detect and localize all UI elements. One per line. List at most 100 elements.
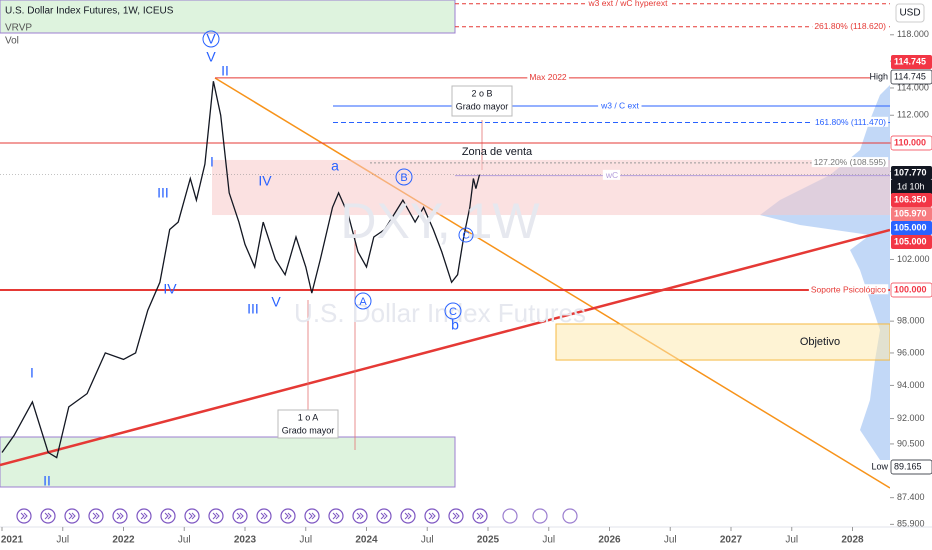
time-tick-label: 2026	[598, 535, 621, 546]
price-tag	[890, 282, 932, 298]
level-label: w3 / C ext	[600, 100, 639, 110]
wave-label: a	[331, 158, 339, 174]
time-tick-label: 2028	[841, 535, 864, 546]
price-tag	[890, 69, 932, 85]
level-label: 161.80% (111.470)	[815, 117, 886, 127]
level-label-bg	[598, 100, 642, 111]
level-label-bg	[811, 157, 889, 168]
time-tick-label: Jul	[299, 535, 312, 546]
price-tag	[890, 459, 932, 475]
indicator: VRVP	[5, 23, 32, 34]
event-arrow	[188, 512, 196, 520]
price-tick-label: 98.000	[897, 316, 925, 326]
wave-label: I	[210, 154, 214, 170]
event-icon	[562, 508, 578, 524]
wave-label: A	[359, 296, 367, 308]
note: Grado mayor	[282, 425, 335, 435]
wave-circle	[458, 227, 474, 243]
price-tag-value: 106.350	[894, 194, 927, 204]
time-tick-label: 2023	[234, 535, 257, 546]
time-tick-label: Jul	[421, 535, 434, 546]
price-tag	[891, 55, 932, 69]
price-tag-value: 114.745	[894, 56, 926, 66]
wave-label: III	[157, 185, 169, 201]
time-tick-label: Jul	[178, 535, 191, 546]
price-tag	[891, 221, 932, 235]
profile-box	[0, 0, 456, 34]
price-tick-label: 114.000	[897, 82, 929, 92]
event-arrow	[68, 512, 76, 520]
event-arrow	[356, 512, 364, 520]
price-tick-label: 87.400	[897, 492, 925, 502]
wave-labels: V V II I III IV IV III V I II a B A C b …	[30, 30, 513, 489]
event-arrow	[236, 512, 244, 520]
time-tick-label: Jul	[56, 535, 69, 546]
price-tick-label: 94.000	[897, 380, 925, 390]
price-tag-value: 89.165	[894, 461, 922, 471]
time-tick-label: 2027	[720, 535, 743, 546]
level-label: wC	[605, 170, 618, 180]
price-tick-label: 102.000	[897, 254, 930, 264]
countdown: 1d 10h	[897, 181, 925, 191]
currency[interactable]: USD	[899, 8, 920, 19]
time-tick-label: Jul	[664, 535, 677, 546]
countdown-tag	[891, 180, 932, 194]
event-arrow	[308, 512, 316, 520]
event-arrow	[332, 512, 340, 520]
wave-label: b	[451, 317, 459, 333]
price-tick-label: 85.900	[897, 519, 925, 529]
currency-button[interactable]	[895, 3, 925, 23]
time-tick-label: 2025	[477, 535, 500, 546]
price-tag	[891, 193, 932, 207]
wave-label: V	[271, 294, 281, 310]
trend-line	[214, 77, 891, 489]
event-arrow	[452, 512, 460, 520]
zone-label: Zona de venta	[462, 146, 533, 158]
time-tick-label: 2022	[112, 535, 135, 546]
event-arrow	[140, 512, 148, 520]
level-label-bg	[585, 0, 671, 8]
price-tag-side	[870, 460, 890, 474]
watermark-name: U.S. Dollar Index Futures	[294, 298, 586, 328]
wave-label: C	[462, 231, 469, 242]
event-arrow	[164, 512, 172, 520]
wave-label: IV	[258, 173, 272, 189]
price-tag-side	[870, 70, 890, 84]
wave-label: III	[247, 301, 259, 317]
price-tag-value: 105.000	[894, 236, 927, 246]
level-label-bg	[602, 169, 621, 180]
price-tag-caption: High	[869, 71, 888, 81]
trend-line	[0, 228, 891, 467]
wave-label: II	[43, 473, 51, 489]
time-tick-label: 2021	[1, 535, 24, 546]
wave-circle	[202, 30, 220, 48]
level-label: 127.20% (108.595)	[814, 157, 886, 167]
level-label: Soporte Psicológico	[811, 284, 886, 294]
event-arrow	[92, 512, 100, 520]
profile-box	[0, 436, 456, 488]
indicator: Vol	[5, 36, 19, 47]
price-tick-label: 118.000	[897, 29, 929, 39]
time-tick-label: Jul	[542, 535, 555, 546]
note: 1 o A	[298, 412, 319, 422]
price-tick-label: 92.000	[897, 413, 925, 423]
level-label-bg	[808, 284, 889, 295]
level-label-bg	[812, 20, 889, 31]
level-label-bg	[812, 116, 889, 127]
zone	[212, 159, 890, 216]
zone-label: Objetivo	[800, 336, 840, 348]
price-tag	[891, 235, 932, 249]
note: Grado mayor	[456, 101, 509, 111]
plot	[0, 0, 891, 489]
time-tick-label: Jul	[785, 535, 798, 546]
price-tag-value: 114.745	[894, 71, 926, 81]
level-label-bg	[527, 72, 569, 83]
time-tick-label: 2024	[355, 535, 378, 546]
level-label: w3 ext / wC hyperext	[588, 0, 669, 8]
event-icon	[532, 508, 548, 524]
event-arrow	[20, 512, 28, 520]
price-tag	[891, 207, 932, 221]
event-arrow	[404, 512, 412, 520]
price-tag-caption: Low	[871, 461, 888, 471]
price-tag-value: 105.970	[894, 208, 927, 218]
